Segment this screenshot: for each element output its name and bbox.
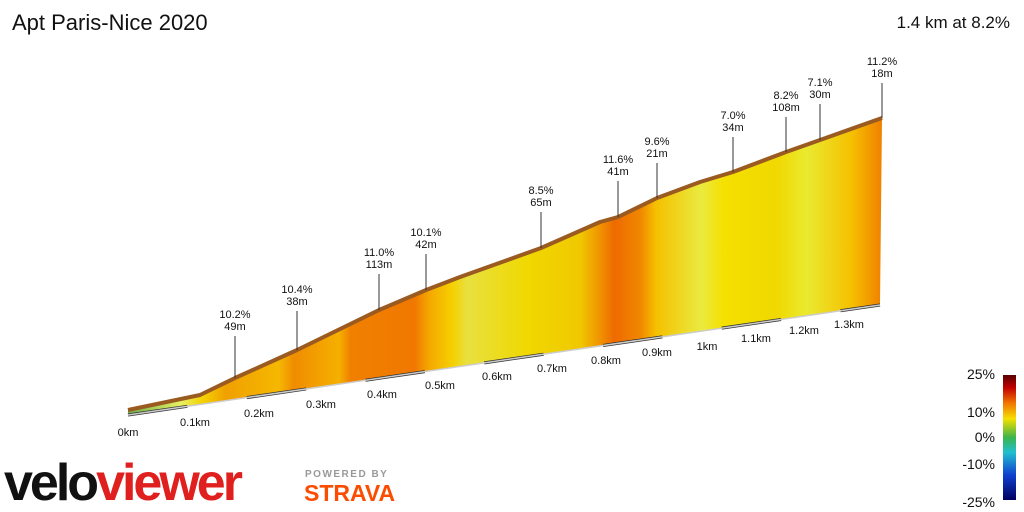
segment-length: 34m <box>722 122 743 134</box>
distance-label: 0.5km <box>425 380 455 392</box>
segment-gradient: 10.1% <box>410 227 441 239</box>
distance-label: 0.6km <box>482 371 512 383</box>
segment-length: 42m <box>415 239 436 251</box>
distance-label: 0.2km <box>244 408 274 420</box>
distance-label: 1km <box>697 341 718 353</box>
distance-label: 0km <box>118 427 139 439</box>
segment-length: 38m <box>286 296 307 308</box>
segment-gradient: 8.2% <box>773 90 798 102</box>
segment-gradient: 7.0% <box>720 110 745 122</box>
logo: veloviewer <box>4 454 243 512</box>
distance-label: 0.1km <box>180 417 210 429</box>
title: Apt Paris-Nice 2020 <box>12 10 208 35</box>
distance-label: 0.8km <box>591 355 621 367</box>
segment-gradient: 11.0% <box>364 247 395 259</box>
legend-label: 25% <box>967 366 995 382</box>
distance-label: 0.9km <box>642 347 672 359</box>
segment-gradient: 10.2% <box>219 309 250 321</box>
segment-length: 113m <box>366 259 393 271</box>
distance-label: 0.3km <box>306 399 336 411</box>
legend-label: -10% <box>962 456 995 472</box>
distance-label: 0.7km <box>537 363 567 375</box>
legend-label: -25% <box>962 494 995 510</box>
segment-length: 65m <box>530 197 551 209</box>
distance-label: 1.2km <box>789 325 819 337</box>
segment-length: 18m <box>871 68 892 80</box>
segment-length: 108m <box>772 102 800 114</box>
legend-scale <box>1003 375 1016 500</box>
distance-label: 1.3km <box>834 319 864 331</box>
strava: STRAVA <box>304 480 395 506</box>
profile-top-edge <box>127 116 883 412</box>
distance-label: 0.4km <box>367 389 397 401</box>
logo-right: viewer <box>96 454 243 512</box>
segment-length: 30m <box>809 89 830 101</box>
segment-gradient: 7.1% <box>807 77 832 89</box>
segment-gradient: 10.4% <box>281 284 312 296</box>
segment-gradient: 11.2% <box>867 56 898 68</box>
logo-left: velo <box>4 454 97 512</box>
powered-by: POWERED BY <box>305 469 388 480</box>
segment-length: 49m <box>224 321 245 333</box>
distance-label: 1.1km <box>741 333 771 345</box>
segment-gradient: 9.6% <box>644 136 669 148</box>
profile-base-light <box>127 304 881 416</box>
legend-label: 10% <box>967 404 995 420</box>
segment-length: 21m <box>646 148 667 160</box>
summary: 1.4 km at 8.2% <box>897 13 1010 32</box>
segment-length: 41m <box>607 166 628 178</box>
segment-gradient: 11.6% <box>603 154 634 166</box>
segment-gradient: 8.5% <box>528 185 553 197</box>
legend-label: 0% <box>975 429 995 445</box>
